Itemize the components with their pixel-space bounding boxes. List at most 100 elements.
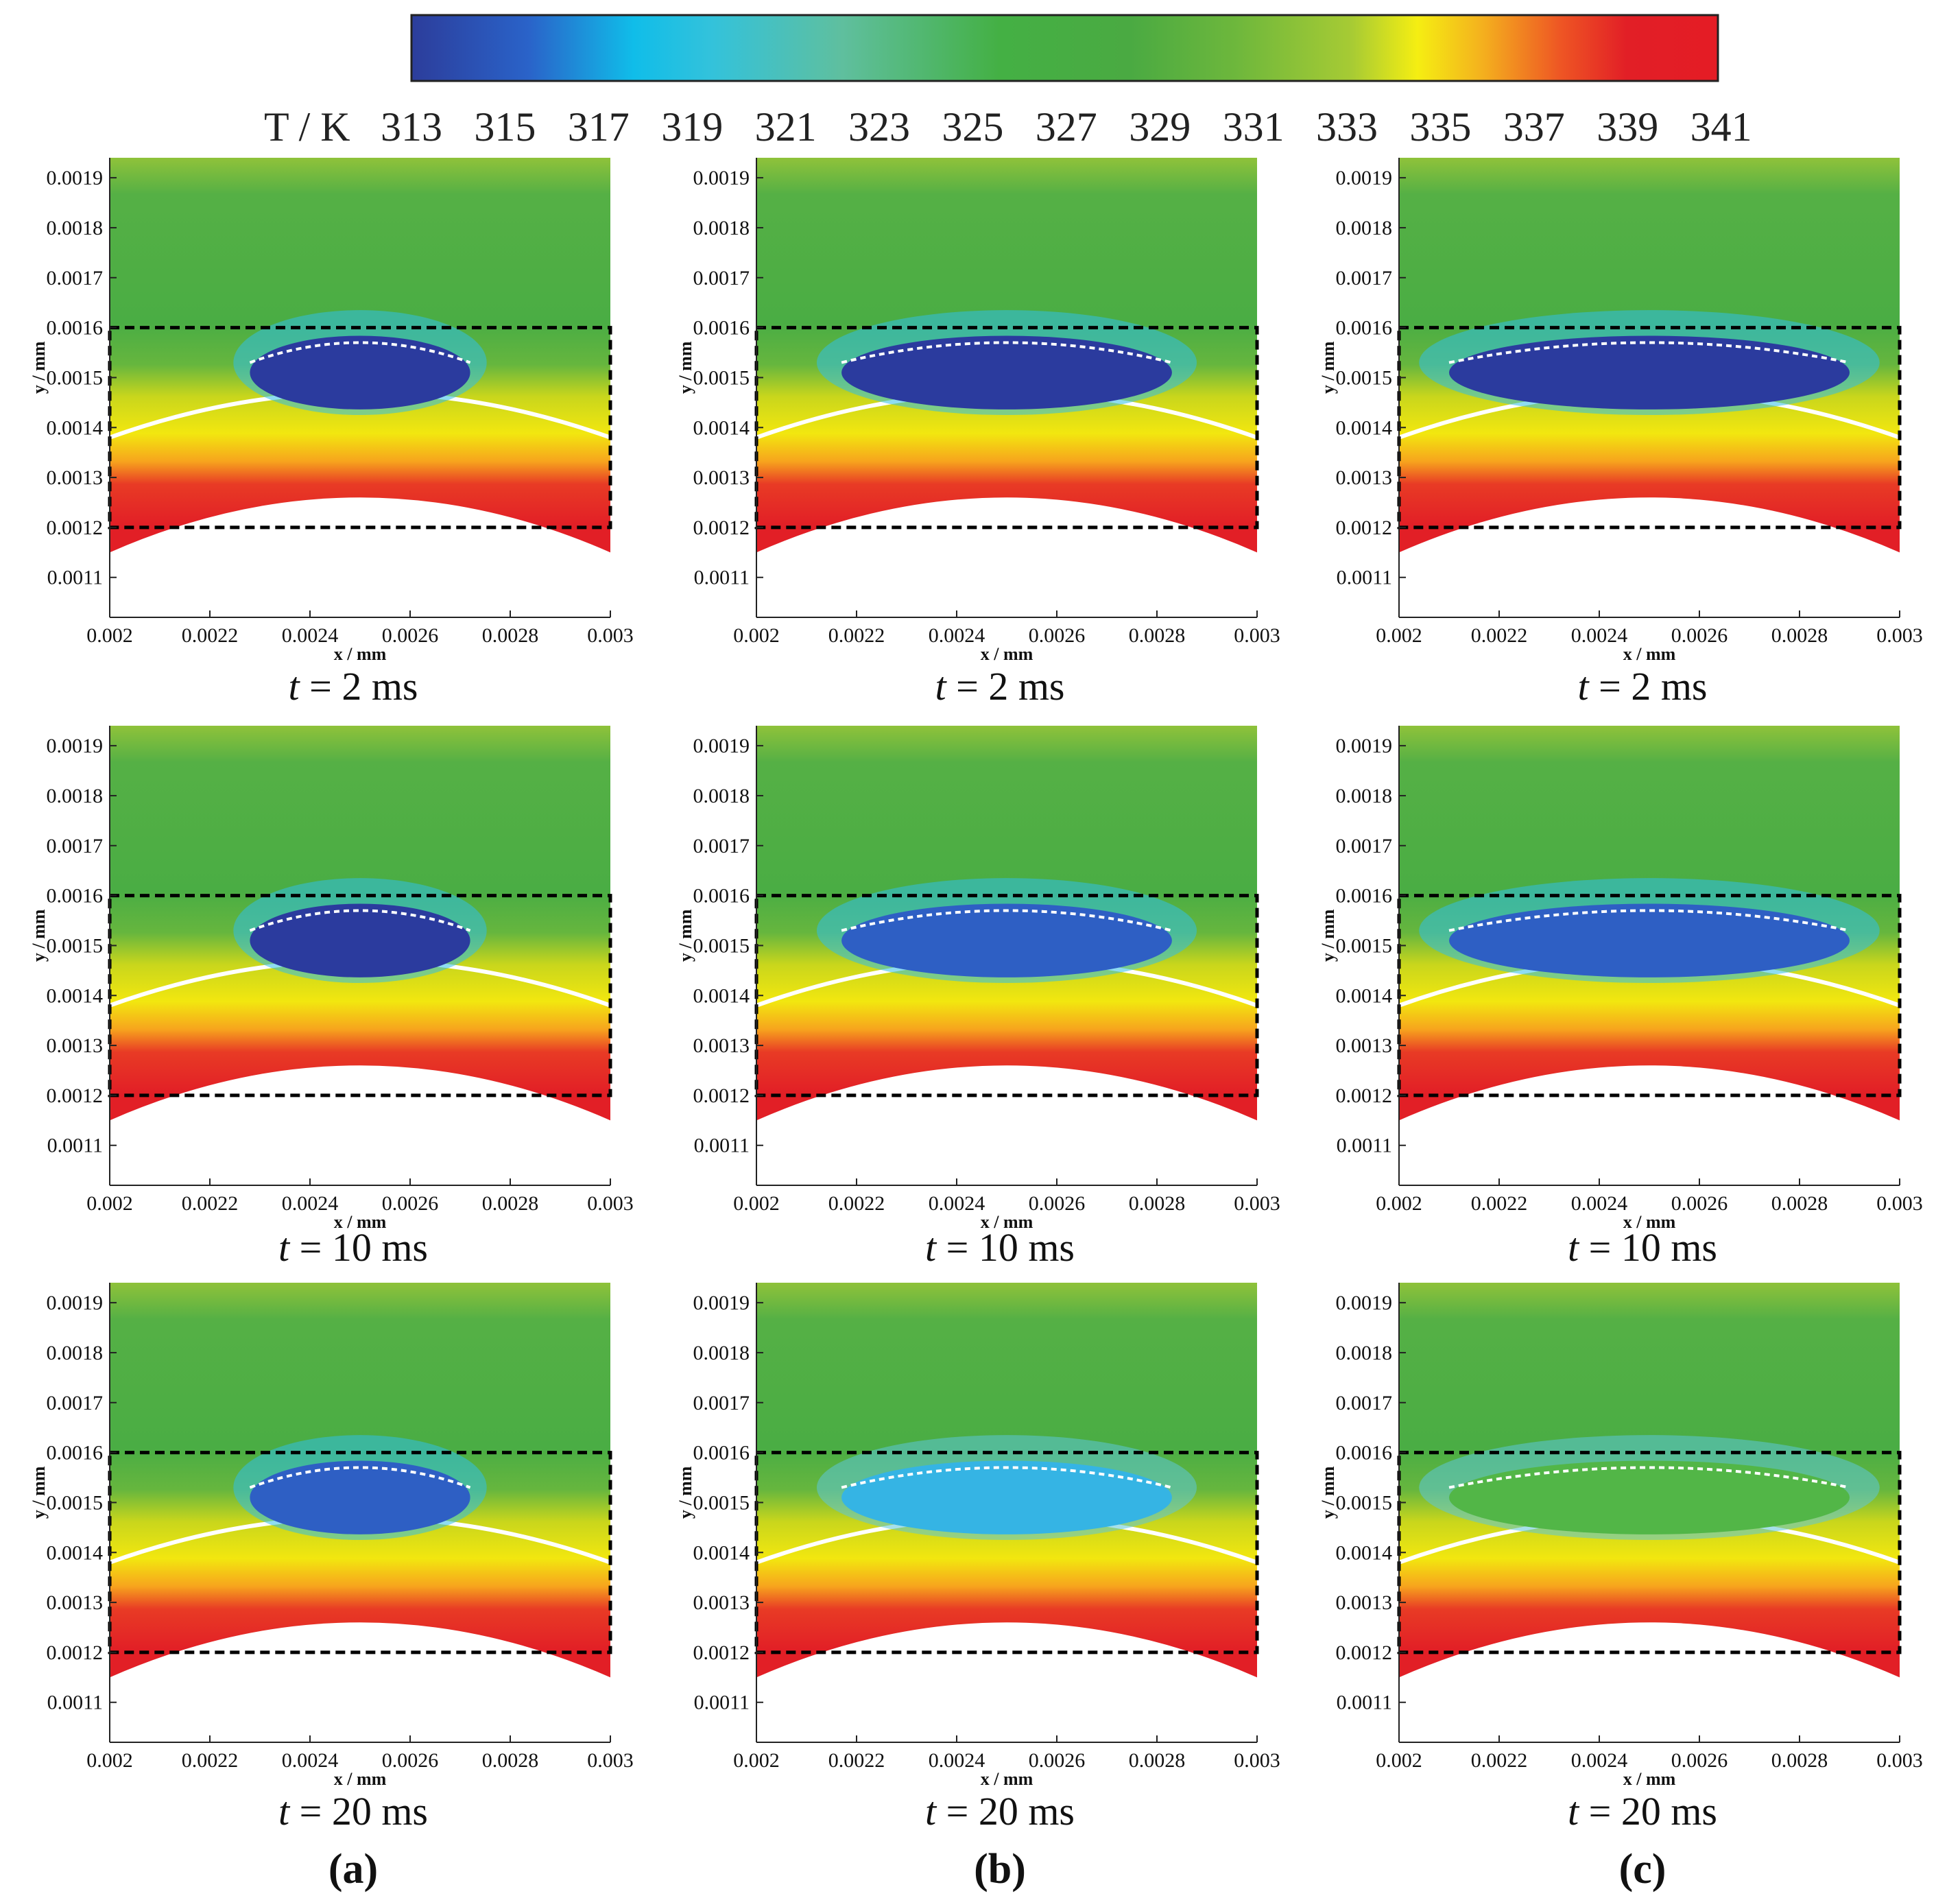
x-tick-label: 0.0028 [1771,1192,1828,1215]
x-tick-label: 0.0022 [182,1749,239,1772]
y-tick-label: 0.0016 [47,317,104,340]
y-tick-label: 0.0012 [47,517,104,539]
droplet-interface [1448,1466,1850,1489]
colorbar-tick-label: 319 [661,104,723,150]
droplet-core [1449,903,1850,977]
colorbar-label: T / K [264,104,350,150]
droplet-interface [1448,909,1850,932]
y-tick-label: 0.0012 [1336,1641,1393,1664]
y-axis-label: y / mm [1318,341,1338,394]
y-tick-label: 0.0015 [47,366,104,389]
x-tick-label: 0.003 [587,1749,634,1772]
x-tick-label: 0.0028 [1771,1749,1828,1772]
panel-b-20ms: 0.0019 0.0018 0.0017 0.0016 0.0015 0.0014 0.00… [676,1283,1280,1789]
droplet-interface [841,341,1173,364]
x-tick-label: 0.0024 [929,1749,985,1772]
y-tick-label: 0.0015 [1336,366,1393,389]
y-tick-label: 0.0011 [1337,567,1392,589]
x-tick-label: 0.0022 [1471,1192,1528,1215]
x-tick-label: 0.0022 [1471,1749,1528,1772]
x-tick-label: 0.003 [1876,624,1923,647]
y-tick-label: 0.0018 [693,1342,750,1364]
droplet-core [250,335,470,410]
droplet-interface [1448,341,1850,364]
y-tick-label: 0.0012 [1336,1084,1393,1107]
y-tick-label: 0.0013 [47,466,104,489]
column-label: (c) [1619,1846,1666,1893]
x-tick-label: 0.0026 [1029,624,1086,647]
y-tick-label: 0.0014 [47,1541,104,1564]
droplet-interface [249,341,471,364]
column-label: (b) [974,1846,1026,1893]
y-tick-label: 0.0019 [693,735,750,757]
x-tick-label: 0.0022 [828,624,885,647]
y-tick-label: 0.0018 [47,785,104,807]
x-tick-label: 0.0026 [382,624,439,647]
x-tick-label: 0.0026 [382,1749,439,1772]
time-caption: t = 2 ms [288,664,418,709]
x-tick-label: 0.0022 [182,1192,239,1215]
colorbar-tick-label: 321 [755,104,817,150]
y-tick-label: 0.0015 [47,934,104,957]
y-tick-label: 0.0019 [693,167,750,189]
y-tick-label: 0.0011 [694,567,750,589]
y-tick-label: 0.0017 [693,267,750,289]
y-tick-label: 0.0019 [47,1292,104,1314]
time-caption: t = 20 ms [278,1789,428,1834]
x-tick-label: 0.0026 [1671,1192,1728,1215]
x-tick-label: 0.002 [733,624,780,647]
y-axis-label: y / mm [676,1466,695,1519]
colorbar-gradient [410,14,1719,82]
droplet-interface [841,909,1173,932]
y-tick-label: 0.0019 [47,735,104,757]
y-tick-label: 0.0014 [693,1541,750,1564]
x-tick-label: 0.0022 [828,1749,885,1772]
x-axis-label: x / mm [334,1212,387,1232]
y-axis-label: y / mm [29,1466,49,1519]
colorbar-tick-label: 341 [1690,104,1752,150]
y-tick-label: 0.0014 [693,984,750,1007]
droplet-core [841,1460,1172,1534]
droplet-core [250,1460,470,1534]
x-tick-label: 0.0024 [1571,1749,1628,1772]
y-tick-label: 0.0015 [693,934,750,957]
y-tick-label: 0.0016 [47,885,104,908]
droplet-core [1449,1460,1850,1534]
y-tick-label: 0.0018 [693,217,750,239]
panel-a-10ms: 0.0019 0.0018 0.0017 0.0016 0.0015 0.0014 0.00… [29,726,634,1232]
x-tick-label: 0.0024 [1571,1192,1628,1215]
y-tick-label: 0.0013 [693,466,750,489]
y-tick-label: 0.0017 [47,1392,104,1414]
y-axis-label: y / mm [676,909,695,962]
y-tick-label: 0.0018 [1336,1342,1393,1364]
x-tick-label: 0.002 [733,1192,780,1215]
x-tick-label: 0.003 [1876,1749,1923,1772]
colorbar-tick-label: 313 [381,104,442,150]
y-tick-label: 0.0017 [693,1392,750,1414]
x-tick-label: 0.003 [587,1192,634,1215]
y-tick-label: 0.0017 [1336,267,1393,289]
y-tick-label: 0.0019 [1336,735,1393,757]
panel-b-10ms: 0.0019 0.0018 0.0017 0.0016 0.0015 0.0014 0.00… [676,726,1280,1232]
y-tick-label: 0.0011 [1337,1135,1392,1157]
column-label: (a) [328,1846,378,1893]
x-tick-label: 0.002 [733,1749,780,1772]
x-tick-label: 0.0028 [482,624,539,647]
y-tick-label: 0.0013 [1336,1591,1393,1614]
y-tick-label: 0.0017 [47,835,104,857]
x-tick-label: 0.0022 [1471,624,1528,647]
y-tick-label: 0.0011 [47,1692,103,1714]
droplet-interface [249,909,471,932]
y-tick-label: 0.0014 [1336,1541,1393,1564]
droplet-core [841,335,1172,410]
x-axis-label: x / mm [981,1769,1033,1789]
y-tick-label: 0.0011 [47,567,103,589]
y-tick-label: 0.0016 [1336,885,1393,908]
y-tick-label: 0.0015 [47,1491,104,1514]
x-tick-label: 0.0028 [1771,624,1828,647]
panel-b-2ms: 0.0019 0.0018 0.0017 0.0016 0.0015 0.0014 0.00… [676,158,1280,664]
panel-c-10ms: 0.0019 0.0018 0.0017 0.0016 0.0015 0.0014 0.00… [1318,726,1923,1232]
y-tick-label: 0.0015 [693,1491,750,1514]
x-tick-label: 0.0028 [1129,1192,1186,1215]
droplet-interface [841,1466,1173,1489]
